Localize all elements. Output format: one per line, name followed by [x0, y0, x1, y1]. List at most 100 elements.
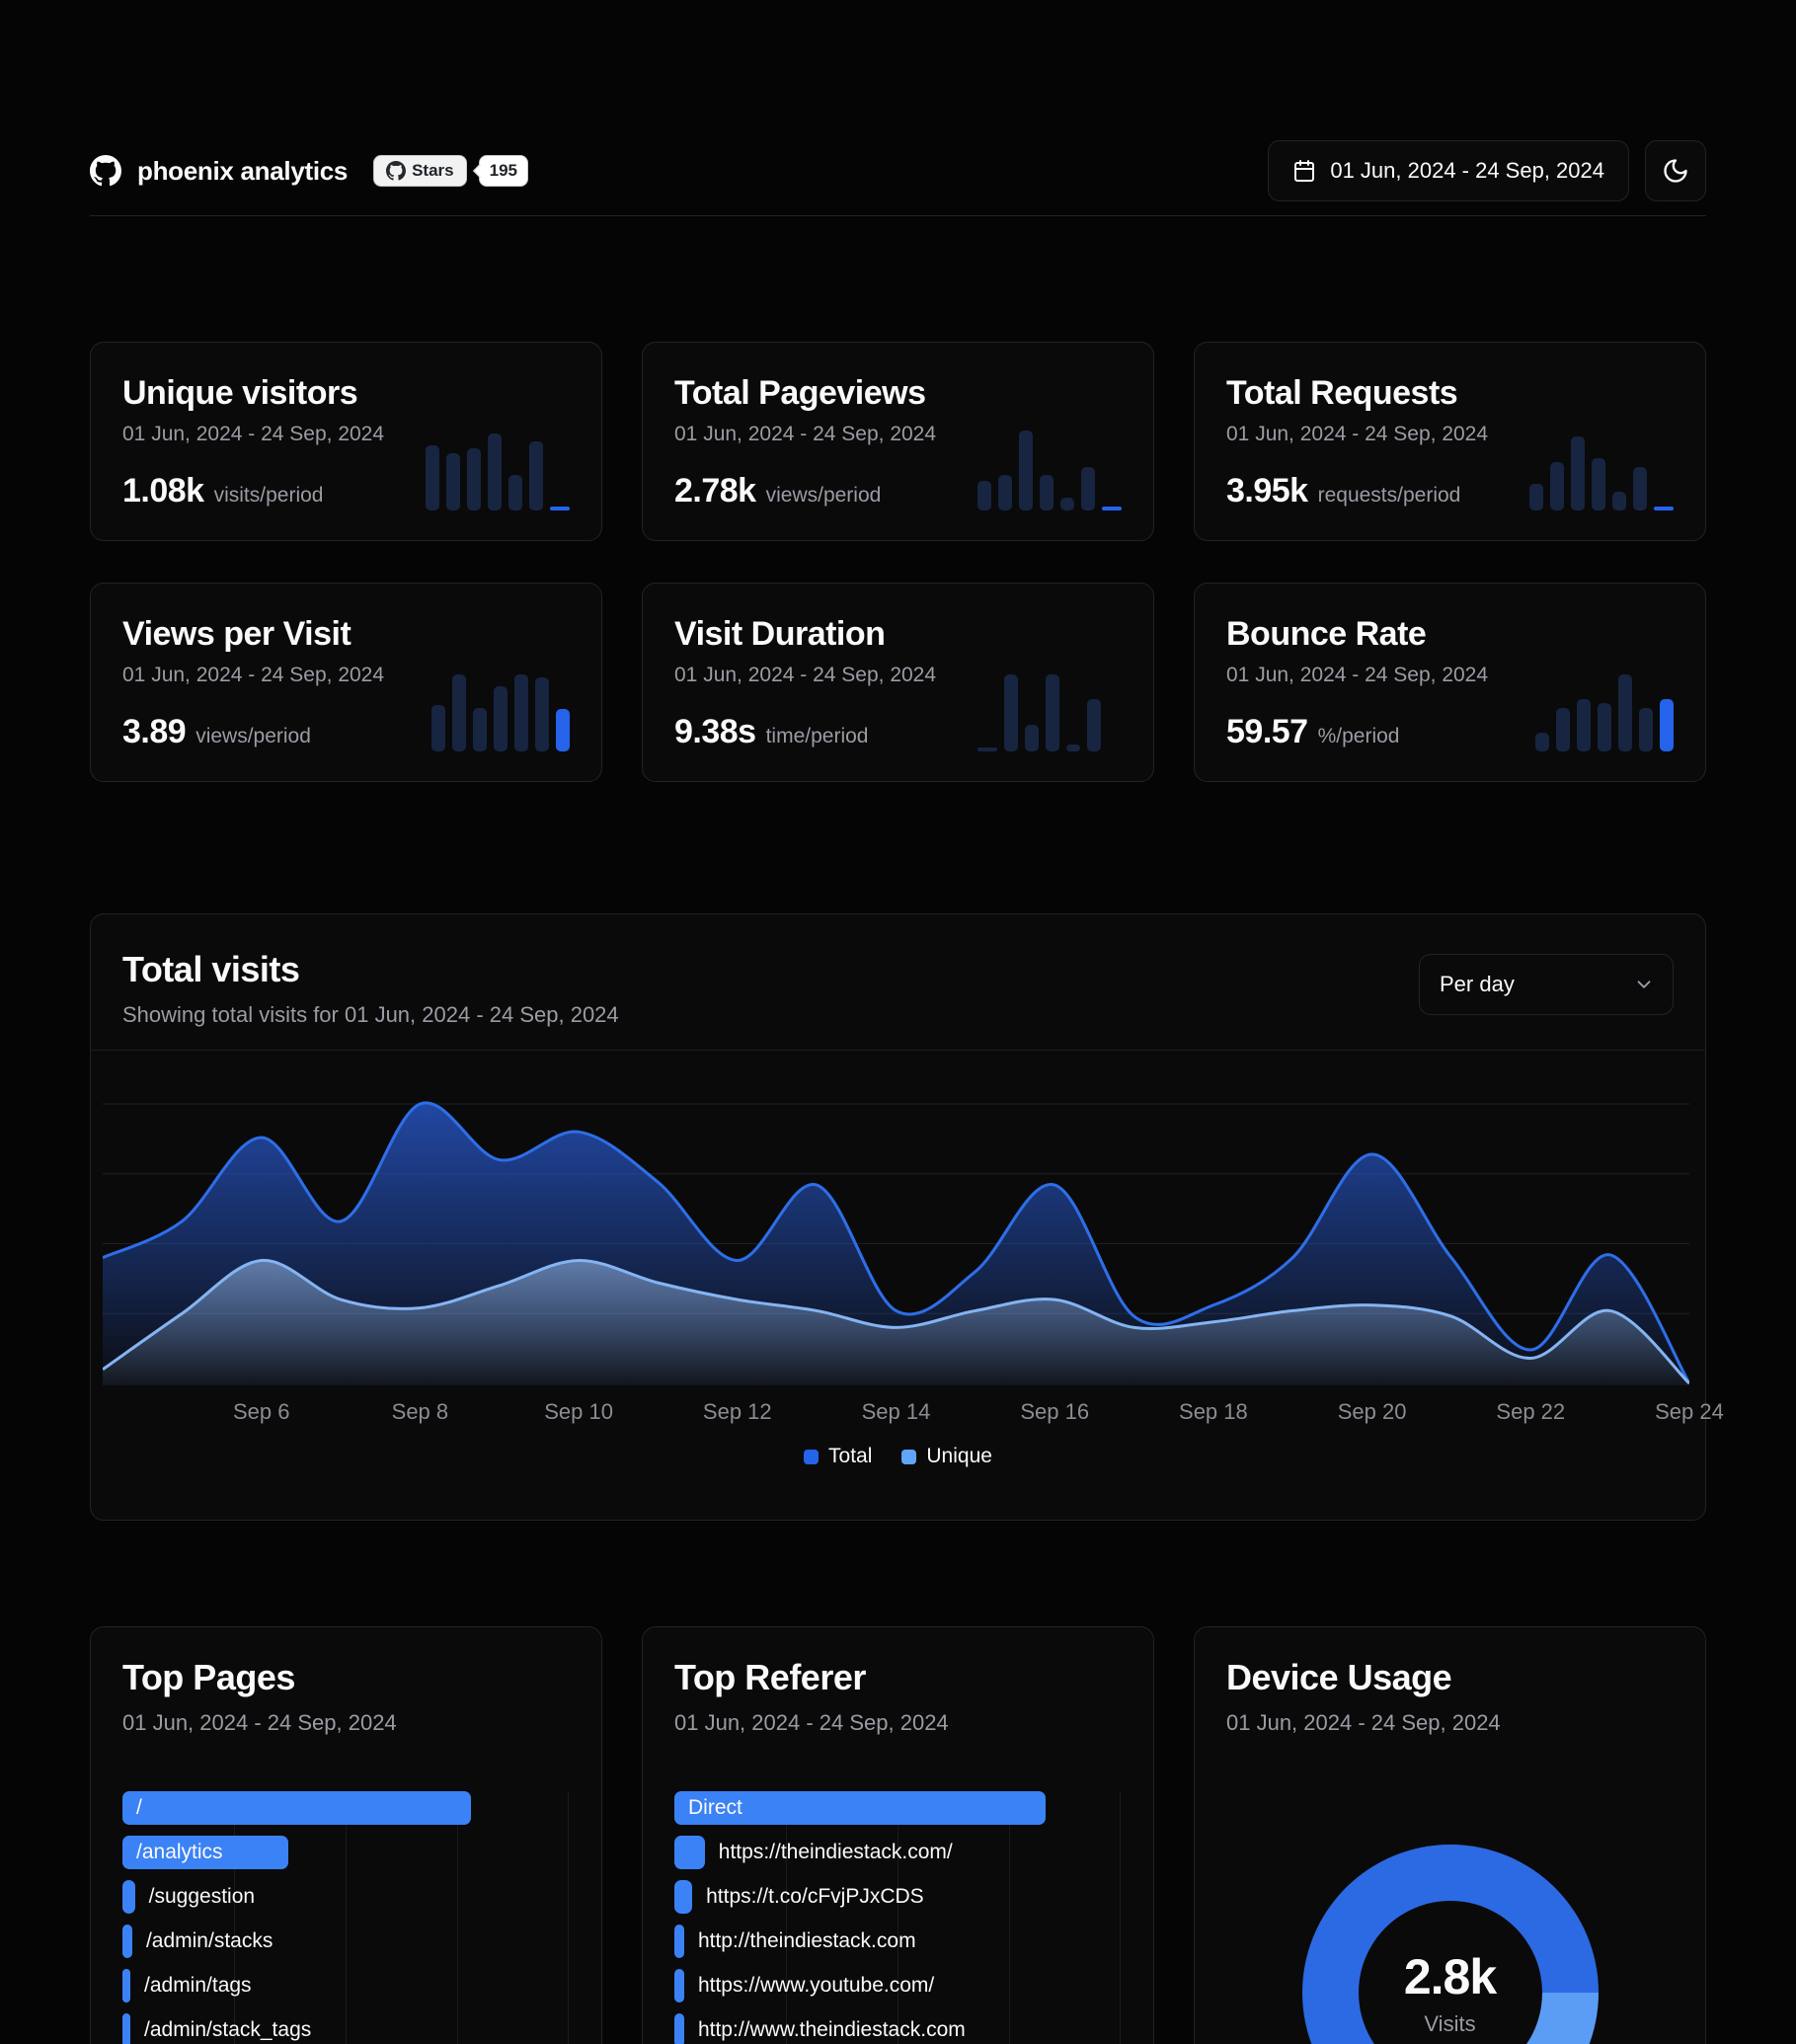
- top-referer-title: Top Referer: [674, 1657, 866, 1697]
- bar-row: /analytics: [122, 1836, 570, 1869]
- bar: [122, 1969, 130, 2003]
- theme-toggle-button[interactable]: [1645, 140, 1706, 201]
- top-pages-title: Top Pages: [122, 1657, 295, 1697]
- donut-center: 2.8k Visits: [1302, 1845, 1599, 2044]
- stat-card-value: 2.78k: [674, 472, 756, 510]
- interval-select[interactable]: Per day: [1419, 954, 1674, 1015]
- chart-legend: Total Unique: [91, 1445, 1705, 1502]
- stat-card-period: 01 Jun, 2024 - 24 Sep, 2024: [122, 423, 385, 445]
- stats-grid: Unique visitors 01 Jun, 2024 - 24 Sep, 2…: [90, 342, 1706, 782]
- mini-bar: [977, 481, 991, 511]
- mini-bar: [1019, 431, 1033, 511]
- device-usage-donut-chart: 2.8k Visits: [1301, 1845, 1599, 2044]
- total-visits-header: Total visits Showing total visits for 01…: [91, 914, 1705, 1050]
- mini-bar: [1571, 436, 1585, 511]
- bar: [122, 1880, 135, 1914]
- stat-minichart: [431, 668, 570, 751]
- x-tick-label: Sep 18: [1179, 1399, 1248, 1424]
- date-range-button[interactable]: 01 Jun, 2024 - 24 Sep, 2024: [1268, 140, 1629, 201]
- top-referer-period: 01 Jun, 2024 - 24 Sep, 2024: [674, 1710, 949, 1735]
- bar-label: /: [136, 1796, 142, 1819]
- bar-row: http://theindiestack.com: [674, 1925, 1122, 1958]
- top-pages-card: Top Pages 01 Jun, 2024 - 24 Sep, 2024 //…: [90, 1626, 602, 2044]
- mini-bar-accent: [550, 507, 570, 511]
- header-left: phoenix analytics Stars 195: [90, 155, 528, 187]
- stat-minichart: [426, 427, 570, 511]
- x-axis: Sep 6 Sep 8 Sep 10 Sep 12 Sep 14 Sep 16 Sep 18…: [103, 1399, 1724, 1427]
- top-pages-period: 01 Jun, 2024 - 24 Sep, 2024: [122, 1710, 397, 1735]
- stat-card-unique-visitors: Unique visitors 01 Jun, 2024 - 24 Sep, 2…: [90, 342, 602, 541]
- github-logo-icon: [90, 155, 121, 187]
- bar-row: https://www.youtube.com/: [674, 1969, 1122, 2003]
- stat-card-total-pageviews: Total Pageviews 01 Jun, 2024 - 24 Sep, 2…: [642, 342, 1154, 541]
- mini-bar: [1529, 484, 1543, 511]
- mini-bar-accent: [1660, 699, 1674, 751]
- mini-bar: [452, 674, 466, 751]
- bar: [674, 1791, 1046, 1825]
- stat-card-title: Bounce Rate: [1226, 615, 1427, 653]
- legend-label: Unique: [926, 1445, 992, 1467]
- stat-card-unit: visits/period: [213, 484, 324, 507]
- bar-row: /admin/stack_tags: [122, 2013, 570, 2044]
- stat-card-title: Total Requests: [1226, 374, 1458, 412]
- device-usage-title: Device Usage: [1226, 1657, 1452, 1697]
- legend-item-unique[interactable]: Unique: [901, 1445, 992, 1468]
- mini-bar: [1577, 699, 1591, 751]
- bar: [674, 1880, 693, 1914]
- stat-card-value: 1.08k: [122, 472, 204, 510]
- mini-bar: [977, 747, 997, 751]
- device-usage-period: 01 Jun, 2024 - 24 Sep, 2024: [1226, 1710, 1501, 1735]
- bar: [674, 2013, 684, 2044]
- top-referer-card: Top Referer 01 Jun, 2024 - 24 Sep, 2024 …: [642, 1626, 1154, 2044]
- bar-row: Direct: [674, 1791, 1122, 1825]
- interval-select-value: Per day: [1440, 972, 1515, 996]
- mini-bar: [1612, 492, 1626, 511]
- bar-row: https://t.co/cFvjPJxCDS: [674, 1880, 1122, 1914]
- chevron-down-icon: [1637, 981, 1651, 988]
- x-tick-label: Sep 6: [232, 1399, 290, 1424]
- stat-card-value: 59.57: [1226, 713, 1308, 750]
- bar-label: Direct: [688, 1796, 742, 1819]
- mini-bar: [1639, 708, 1653, 751]
- bar: [122, 1791, 472, 1825]
- mini-bar: [1592, 458, 1605, 511]
- stat-card-title: Unique visitors: [122, 374, 358, 412]
- x-tick-label: Sep 10: [544, 1399, 613, 1424]
- x-tick-label: Sep 14: [861, 1399, 931, 1424]
- stat-minichart: [977, 427, 1122, 511]
- stat-card-unit: views/period: [195, 725, 311, 747]
- calendar-icon: [1294, 160, 1315, 182]
- mini-bar: [998, 475, 1012, 511]
- mini-bar: [1618, 674, 1632, 751]
- bar-row: /suggestion: [122, 1880, 570, 1914]
- bar-label: https://www.youtube.com/: [697, 1974, 935, 1997]
- stars-badge-left: Stars: [373, 155, 467, 187]
- x-tick-label: Sep 22: [1496, 1399, 1566, 1424]
- bar: [674, 1969, 684, 2003]
- mini-bar: [1004, 674, 1018, 751]
- stat-minichart: [977, 668, 1122, 751]
- top-pages-bar-chart: / /analytics/suggestion/admin/stacks/admi…: [122, 1791, 570, 2044]
- x-tick-label: Sep 20: [1337, 1399, 1407, 1424]
- bar-label: /analytics: [136, 1841, 223, 1863]
- x-tick-label: Sep 16: [1020, 1399, 1090, 1424]
- stat-card-value: 3.95k: [1226, 472, 1308, 510]
- stat-card-unit: %/period: [1317, 725, 1400, 747]
- legend-item-total[interactable]: Total: [804, 1445, 872, 1468]
- stat-minichart: [1535, 668, 1674, 751]
- legend-swatch: [804, 1449, 820, 1464]
- mini-bar: [1040, 475, 1054, 511]
- stat-card-value: 9.38s: [674, 713, 756, 750]
- stat-card-period: 01 Jun, 2024 - 24 Sep, 2024: [1226, 664, 1489, 686]
- mini-bar: [494, 686, 508, 751]
- donut-total-value: 2.8k: [1403, 1949, 1497, 2005]
- mini-bar: [1066, 745, 1080, 751]
- mini-bar: [1550, 462, 1564, 511]
- stat-card-period: 01 Jun, 2024 - 24 Sep, 2024: [674, 664, 937, 686]
- github-stars-badge[interactable]: Stars 195: [373, 155, 528, 187]
- stars-count-badge: 195: [478, 155, 528, 187]
- mini-bar: [1087, 699, 1101, 751]
- bar-row: /admin/stacks: [122, 1925, 570, 1958]
- date-range-label: 01 Jun, 2024 - 24 Sep, 2024: [1330, 158, 1604, 183]
- mini-bar: [488, 433, 502, 511]
